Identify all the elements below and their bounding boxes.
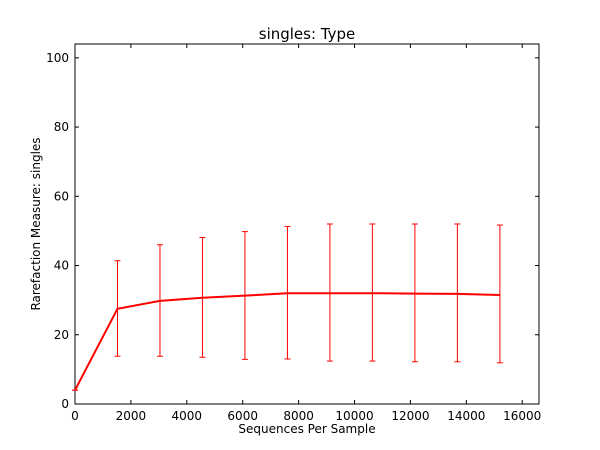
x-axis-label: Sequences Per Sample bbox=[238, 422, 375, 436]
plot-frame bbox=[74, 43, 540, 405]
error-bars bbox=[72, 223, 503, 391]
chart-title: singles: Type bbox=[259, 25, 356, 43]
y-tick-label-1: 20 bbox=[54, 328, 69, 342]
error-bar-10 bbox=[496, 224, 503, 364]
x-tick-label-4: 8000 bbox=[283, 409, 314, 423]
y-tick-label-0: 0 bbox=[61, 397, 69, 411]
x-tick-label-6: 12000 bbox=[391, 409, 429, 423]
x-tick-label-3: 6000 bbox=[227, 409, 258, 423]
y-tick-label-2: 40 bbox=[54, 259, 69, 273]
y-tick-label-3: 60 bbox=[54, 189, 69, 203]
x-tick-label-1: 2000 bbox=[116, 409, 147, 423]
y-axis-label: Rarefaction Measure: singles bbox=[29, 137, 43, 310]
series-line-0 bbox=[74, 292, 500, 391]
y-tick-label-5: 100 bbox=[46, 51, 69, 65]
x-tick-label-2: 4000 bbox=[172, 409, 203, 423]
x-tick-label-0: 0 bbox=[71, 409, 79, 423]
error-bar-9 bbox=[454, 223, 461, 363]
x-tick-label-8: 16000 bbox=[503, 409, 541, 423]
axis-ticks: 0 2000 4000 6000 8000 10000 12000 14000 16000 0 20… bbox=[46, 44, 541, 423]
y-tick-label-4: 80 bbox=[54, 120, 69, 134]
x-tick-label-5: 10000 bbox=[335, 409, 373, 423]
x-tick-label-7: 14000 bbox=[447, 409, 485, 423]
series-lines bbox=[74, 292, 500, 391]
